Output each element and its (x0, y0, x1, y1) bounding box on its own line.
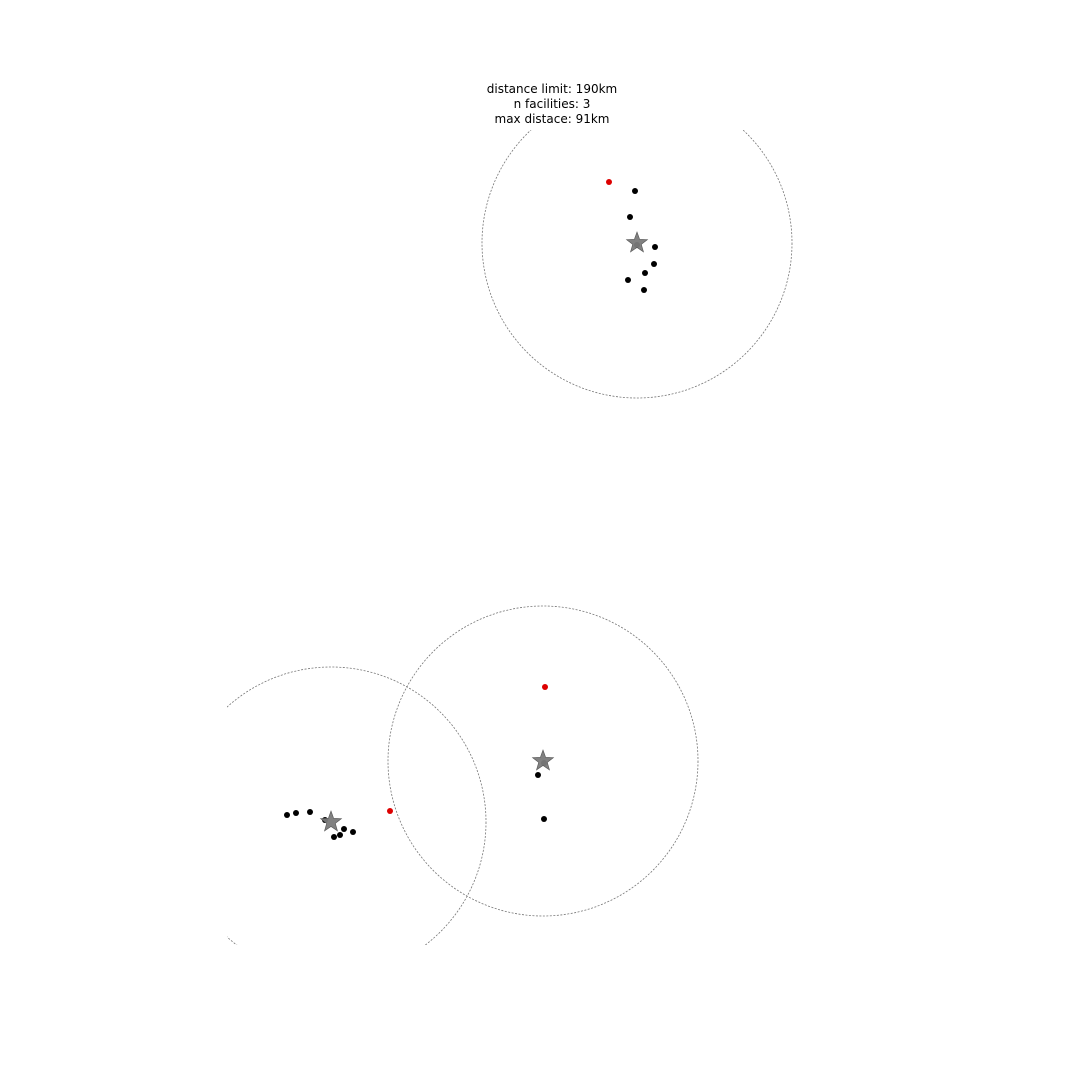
demand-point (651, 261, 657, 267)
demand-point (341, 826, 347, 832)
demand-point (652, 244, 658, 250)
farthest-point-3 (387, 808, 393, 814)
title-max-distance: max distace: 91km (494, 112, 610, 126)
demand-point (642, 270, 648, 276)
demand-point (307, 809, 313, 815)
demand-point (350, 829, 356, 835)
facility-star-1 (625, 231, 649, 253)
demand-point (535, 772, 541, 778)
demand-point (337, 832, 343, 838)
farthest-points (387, 179, 612, 814)
farthest-point-2 (542, 684, 548, 690)
demand-point (641, 287, 647, 293)
coverage-circle-3 (227, 666, 487, 945)
demand-point (625, 277, 631, 283)
demand-point (331, 834, 337, 840)
title-n-facilities: n facilities: 3 (513, 97, 591, 111)
chart-title: distance limit: 190km n facilities: 3 ma… (0, 82, 1080, 127)
facility-star-3 (319, 810, 343, 832)
farthest-point-1 (606, 179, 612, 185)
facility-stars (319, 231, 649, 832)
coverage-circle-2 (387, 605, 699, 917)
coverage-circle-1 (481, 130, 793, 399)
title-distance-limit: distance limit: 190km (486, 82, 618, 96)
demand-point (627, 214, 633, 220)
demand-point (284, 812, 290, 818)
demand-point (541, 816, 547, 822)
facility-star-2 (531, 749, 555, 771)
demand-points (284, 188, 658, 840)
coverage-circles (227, 130, 793, 945)
demand-point (632, 188, 638, 194)
demand-point (293, 810, 299, 816)
